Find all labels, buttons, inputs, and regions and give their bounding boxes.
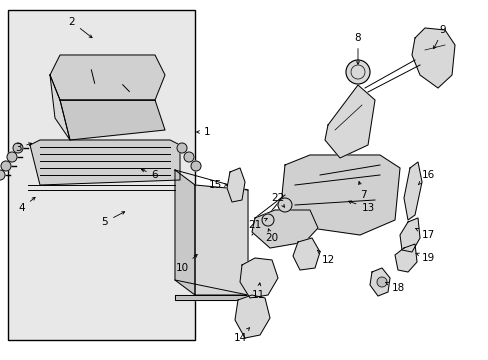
Text: 10: 10 bbox=[175, 255, 197, 273]
Circle shape bbox=[0, 170, 5, 180]
Polygon shape bbox=[235, 295, 269, 338]
Text: 4: 4 bbox=[19, 197, 35, 213]
Text: 15: 15 bbox=[208, 180, 227, 190]
Text: 16: 16 bbox=[417, 170, 434, 185]
Polygon shape bbox=[399, 218, 419, 252]
Bar bbox=[8, 10, 195, 340]
Polygon shape bbox=[292, 238, 319, 270]
Text: 19: 19 bbox=[415, 253, 434, 263]
Polygon shape bbox=[403, 162, 421, 220]
Polygon shape bbox=[195, 185, 247, 295]
Text: 13: 13 bbox=[348, 201, 374, 213]
Polygon shape bbox=[240, 258, 278, 298]
Text: 17: 17 bbox=[415, 228, 434, 240]
Text: 18: 18 bbox=[385, 282, 404, 293]
Circle shape bbox=[376, 277, 386, 287]
Circle shape bbox=[177, 143, 186, 153]
Polygon shape bbox=[394, 244, 416, 272]
Text: 6: 6 bbox=[141, 169, 158, 180]
Text: 22: 22 bbox=[271, 193, 284, 207]
Circle shape bbox=[13, 143, 23, 153]
Polygon shape bbox=[175, 295, 247, 300]
Circle shape bbox=[7, 152, 17, 162]
Text: 14: 14 bbox=[233, 328, 249, 343]
Text: 20: 20 bbox=[265, 229, 278, 243]
Polygon shape bbox=[251, 210, 317, 248]
Text: 11: 11 bbox=[251, 283, 264, 300]
Polygon shape bbox=[325, 85, 374, 158]
Circle shape bbox=[346, 60, 369, 84]
Polygon shape bbox=[369, 268, 389, 296]
Text: 2: 2 bbox=[68, 17, 92, 38]
Text: 7: 7 bbox=[358, 181, 366, 200]
Text: 12: 12 bbox=[317, 250, 334, 265]
Circle shape bbox=[262, 214, 273, 226]
Polygon shape bbox=[175, 170, 195, 295]
Circle shape bbox=[278, 198, 291, 212]
Text: 8: 8 bbox=[354, 33, 361, 64]
Polygon shape bbox=[50, 55, 164, 100]
Polygon shape bbox=[60, 100, 164, 140]
Text: 21: 21 bbox=[248, 219, 267, 230]
Text: 9: 9 bbox=[433, 25, 446, 49]
Text: 5: 5 bbox=[102, 212, 124, 227]
Polygon shape bbox=[226, 168, 244, 202]
Polygon shape bbox=[282, 155, 399, 235]
Polygon shape bbox=[30, 140, 180, 185]
Polygon shape bbox=[50, 75, 70, 140]
Polygon shape bbox=[411, 28, 454, 88]
Circle shape bbox=[191, 161, 201, 171]
Text: 3: 3 bbox=[15, 143, 31, 153]
Text: 1: 1 bbox=[196, 127, 210, 137]
Circle shape bbox=[1, 161, 11, 171]
Circle shape bbox=[183, 152, 194, 162]
